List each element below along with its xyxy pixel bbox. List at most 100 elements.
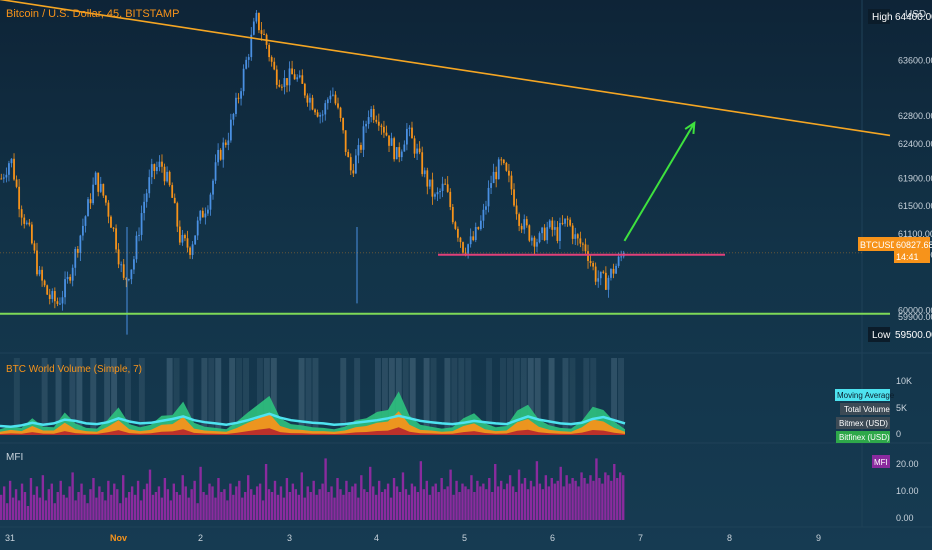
mfi-bar xyxy=(556,480,559,520)
candle-body xyxy=(235,97,237,114)
candle-body xyxy=(296,77,299,80)
mfi-tick-20: 20.00 xyxy=(896,459,919,469)
volume-tick-10k: 10K xyxy=(896,376,912,386)
candle-body xyxy=(492,171,495,184)
mfi-bar xyxy=(505,483,509,520)
mfi-bar xyxy=(372,486,375,520)
candle-body xyxy=(5,174,8,178)
candle-body xyxy=(487,187,490,207)
candle-body xyxy=(564,218,566,224)
mfi-bar xyxy=(351,486,354,520)
candle-body xyxy=(538,233,541,243)
mfi-bar xyxy=(502,489,506,520)
candle-body xyxy=(212,180,214,195)
candle-body xyxy=(454,222,457,229)
projection-arrowhead xyxy=(684,120,696,135)
mfi-bar xyxy=(29,478,33,520)
candle-body xyxy=(168,171,171,186)
candle-body xyxy=(418,148,421,153)
candle-body xyxy=(283,78,286,88)
mfi-bar xyxy=(601,483,604,520)
candle-body xyxy=(332,94,334,96)
mfi-bar xyxy=(360,475,363,520)
mfi-bar xyxy=(125,497,128,520)
price-tick-label: 60000.00 xyxy=(898,305,932,315)
candle-body xyxy=(36,250,38,275)
candle-body xyxy=(181,234,184,243)
mfi-bar xyxy=(434,483,437,520)
candle-body xyxy=(615,265,617,274)
mfi-bar xyxy=(449,469,452,520)
candle-body xyxy=(372,108,375,120)
candle-body xyxy=(393,138,396,160)
mfi-bar xyxy=(604,472,607,520)
candle-body xyxy=(556,227,559,242)
candle-body xyxy=(543,227,546,241)
mfi-bar xyxy=(383,489,387,520)
candle-body xyxy=(528,225,531,241)
mfi-bar xyxy=(11,497,15,520)
candle-body xyxy=(280,86,283,88)
candle-body xyxy=(163,166,166,182)
mfi-bar xyxy=(437,492,440,520)
mfi-bar xyxy=(264,464,268,520)
mfi-bar xyxy=(47,489,50,520)
volume-bg-bar xyxy=(201,358,208,435)
mfi-bar xyxy=(127,492,131,520)
mfi-bar xyxy=(136,480,140,520)
mfi-bar xyxy=(95,497,98,520)
mfi-bar xyxy=(83,494,86,520)
mfi-bar xyxy=(514,492,518,520)
candle-body xyxy=(612,268,615,274)
mfi-bar xyxy=(208,483,211,520)
mfi-bar xyxy=(113,483,116,520)
candle-body xyxy=(41,269,43,281)
mfi-bar xyxy=(309,492,312,520)
candle-body xyxy=(69,276,72,281)
mfi-bar xyxy=(235,486,238,520)
mfi-bar xyxy=(452,494,455,520)
symbol-badge xyxy=(858,237,894,251)
candle-body xyxy=(107,202,110,217)
candle-body xyxy=(428,179,431,187)
candle-body xyxy=(607,277,610,290)
candle-body xyxy=(469,236,472,245)
mfi-bar xyxy=(187,497,190,520)
mfi-bar xyxy=(589,475,592,520)
candle-body xyxy=(400,151,403,158)
mfi-bar xyxy=(89,489,92,520)
volume-bg-bar xyxy=(76,358,83,435)
mfi-bar xyxy=(366,492,369,520)
legend-bitmex: Bitmex (USD) xyxy=(839,419,888,428)
candle-body xyxy=(18,186,21,210)
mfi-bar xyxy=(282,497,286,520)
time-tick-label: 6 xyxy=(550,533,555,543)
mfi-bar xyxy=(526,489,530,520)
volume-bg-bar xyxy=(583,358,590,435)
mfi-bar xyxy=(357,497,360,520)
candles-group xyxy=(0,10,625,335)
candle-body xyxy=(451,207,454,223)
candle-body xyxy=(74,248,77,268)
candle-body xyxy=(53,291,56,302)
volume-bg-bar xyxy=(444,358,451,435)
volume-bg-bar xyxy=(208,358,215,435)
candle-body xyxy=(365,123,367,127)
candle-body xyxy=(204,213,207,218)
candle-body xyxy=(166,171,168,182)
candle-body xyxy=(421,152,424,175)
candle-body xyxy=(449,191,452,208)
candle-body xyxy=(59,303,61,305)
candle-body xyxy=(423,170,426,175)
volume-bg-bar xyxy=(618,358,624,435)
price-tick-label: 61100.00 xyxy=(898,229,932,239)
mfi-bar xyxy=(238,480,241,520)
mfi-bars xyxy=(0,458,625,520)
candle-body xyxy=(189,247,191,255)
candle-body xyxy=(268,44,271,58)
price-tick-label: 61500.00 xyxy=(898,201,932,211)
volume-bg-bar xyxy=(500,358,506,435)
mfi-badge xyxy=(872,455,890,468)
mfi-bar xyxy=(494,464,497,520)
volume-bg-bar xyxy=(465,358,472,435)
